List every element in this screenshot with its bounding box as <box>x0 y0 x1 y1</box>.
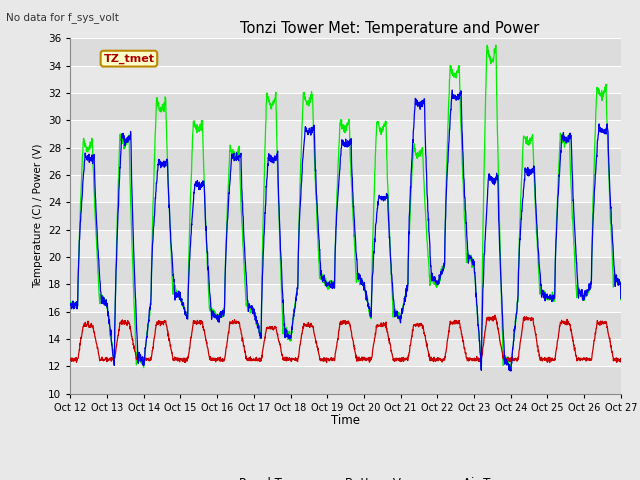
Bar <box>70 366 621 394</box>
Bar <box>70 203 621 229</box>
Bar <box>70 284 621 312</box>
Bar <box>70 339 621 366</box>
Bar <box>70 229 621 257</box>
Text: No data for f_sys_volt: No data for f_sys_volt <box>6 12 119 23</box>
Y-axis label: Temperature (C) / Power (V): Temperature (C) / Power (V) <box>33 144 43 288</box>
Bar <box>70 148 621 175</box>
Bar <box>70 120 621 148</box>
Bar <box>70 38 621 66</box>
Text: TZ_tmet: TZ_tmet <box>104 53 154 64</box>
Bar <box>70 312 621 339</box>
Bar <box>70 257 621 284</box>
Bar <box>70 93 621 120</box>
Title: Tonzi Tower Met: Temperature and Power: Tonzi Tower Met: Temperature and Power <box>240 21 540 36</box>
Bar <box>70 66 621 93</box>
Legend: Panel T, Battery V, Air T: Panel T, Battery V, Air T <box>196 472 495 480</box>
X-axis label: Time: Time <box>331 414 360 427</box>
Bar <box>70 175 621 203</box>
